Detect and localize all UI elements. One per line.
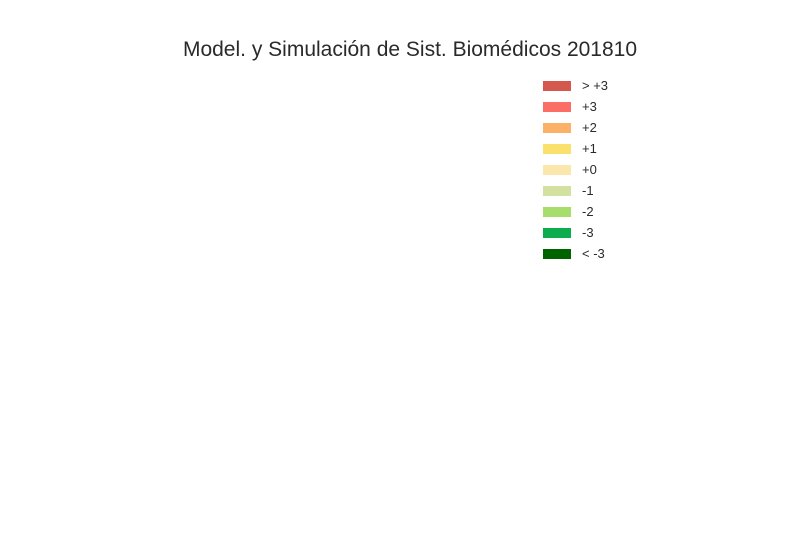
legend-label: > +3: [582, 78, 609, 93]
legend-item[interactable]: +3: [543, 96, 608, 117]
legend-item[interactable]: +1: [543, 138, 608, 159]
legend-swatch: [543, 227, 571, 238]
legend-swatch: [543, 80, 571, 91]
legend-item[interactable]: > +3: [543, 75, 608, 96]
legend-swatch: [543, 143, 571, 154]
chart-title: Model. y Simulación de Sist. Biomédicos …: [182, 38, 638, 61]
legend-swatch: [543, 101, 571, 112]
legend-swatch: [543, 248, 571, 259]
legend-swatch: [543, 122, 571, 133]
legend-item[interactable]: < -3: [543, 243, 608, 264]
legend-label: -3: [582, 225, 594, 240]
legend-label: +2: [582, 120, 597, 135]
legend-swatch: [543, 164, 571, 175]
legend-label: -2: [582, 204, 594, 219]
legend-swatch: [543, 185, 571, 196]
legend-item[interactable]: -3: [543, 222, 608, 243]
legend-label: < -3: [582, 246, 605, 261]
legend-label: +3: [582, 99, 597, 114]
legend-label: +1: [582, 141, 597, 156]
legend-item[interactable]: +0: [543, 159, 608, 180]
legend-item[interactable]: +2: [543, 117, 608, 138]
legend-label: +0: [582, 162, 597, 177]
legend-swatch: [543, 206, 571, 217]
plot-area: [80, 100, 520, 500]
legend-label: -1: [582, 183, 594, 198]
legend-item[interactable]: -1: [543, 180, 608, 201]
legend-item[interactable]: -2: [543, 201, 608, 222]
legend: > +3 +3 +2 +1 +0 -1 -2 -3 < -3: [543, 75, 608, 264]
